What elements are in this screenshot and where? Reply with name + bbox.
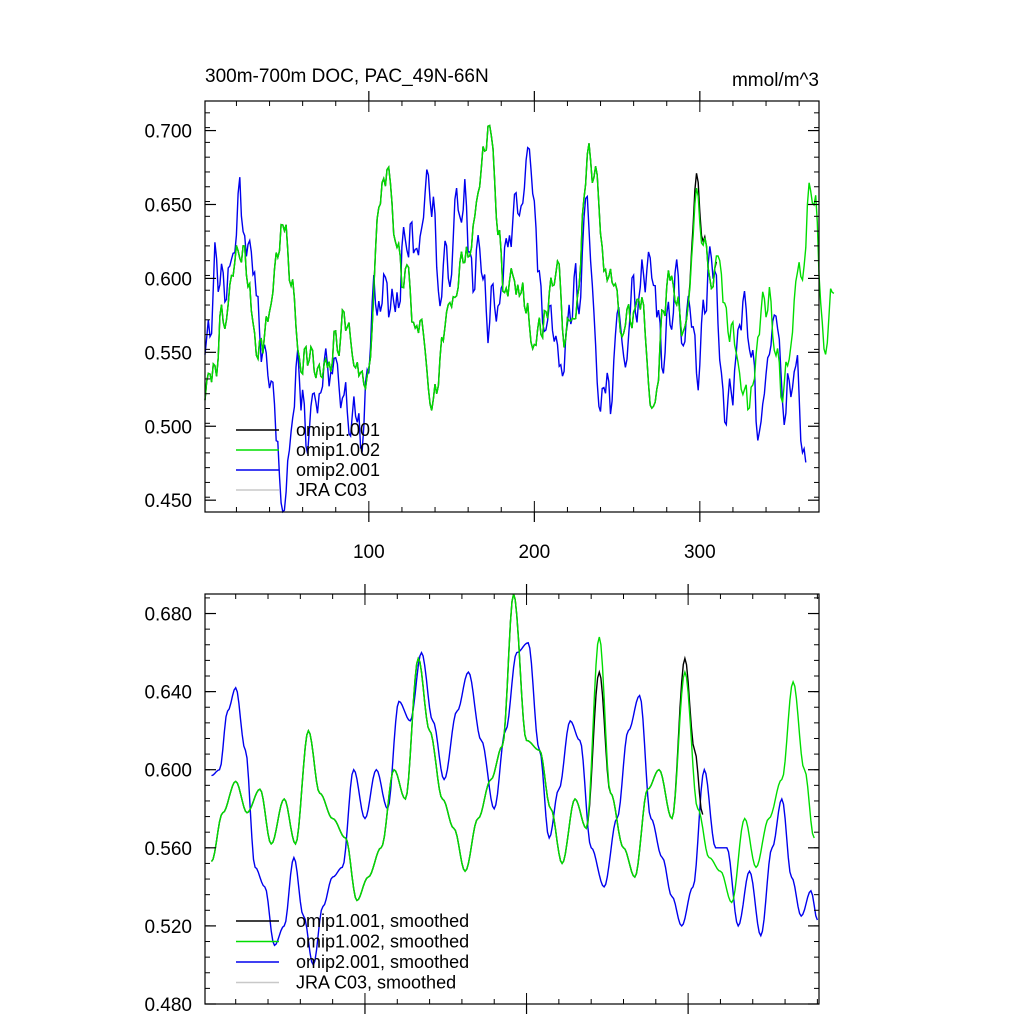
y-tick-label: 0.650: [144, 195, 192, 216]
y-tick-label: 0.700: [144, 122, 192, 143]
y-tick-label: 0.640: [144, 683, 192, 704]
y-tick-label: 0.550: [144, 343, 192, 364]
y-tick-label: 0.450: [144, 491, 192, 512]
y-tick-label: 0.500: [144, 417, 192, 438]
top-chart-title: 300m-700m DOC, PAC_49N-66N: [205, 66, 489, 87]
x-tick-label: 200: [518, 542, 550, 563]
top-chart-units: mmol/m^3: [732, 70, 819, 91]
legend-label: omip1.002: [296, 440, 380, 460]
series-line-1: [204, 124, 835, 412]
bottom-panel: 0.480 0.520 0.560 0.600 0.640 0.680 omip1.001…: [144, 584, 820, 1016]
top-panel: 300m-700m DOC, PAC_49N-66N mmol/m^3 0.45…: [144, 66, 835, 563]
y-tick-label: 0.600: [144, 761, 192, 782]
y-tick-label: 0.520: [144, 917, 192, 938]
top-series-lines: [204, 124, 835, 514]
x-tick-label: 300: [684, 542, 716, 563]
legend-label: JRA C03: [296, 480, 367, 500]
y-tick-label: 0.680: [144, 605, 192, 626]
legend-label: omip1.002, smoothed: [296, 932, 469, 952]
legend-label: omip1.001: [296, 420, 380, 440]
y-tick-label: 0.480: [144, 995, 192, 1016]
y-tick-label: 0.560: [144, 839, 192, 860]
bottom-axes: 0.480 0.520 0.560 0.600 0.640 0.680: [144, 584, 820, 1016]
series-line-2: [204, 146, 807, 514]
series-line-0: [204, 124, 718, 411]
legend-label: omip2.001: [296, 460, 380, 480]
y-tick-label: 0.600: [144, 269, 192, 290]
legend-label: omip2.001, smoothed: [296, 952, 469, 972]
top-axes: 0.450 0.500 0.550 0.600 0.650 0.700 100 200 300: [144, 91, 820, 563]
series-line-2: [211, 641, 819, 967]
plot-frame: [204, 593, 820, 1005]
plot-frame: [204, 100, 820, 513]
series-line-1: [210, 593, 815, 904]
x-tick-label: 100: [353, 542, 385, 563]
series-line-0: [210, 593, 704, 902]
legend-label: JRA C03, smoothed: [296, 973, 456, 993]
bottom-series-lines: [210, 593, 819, 967]
legend-label: omip1.001, smoothed: [296, 911, 469, 931]
